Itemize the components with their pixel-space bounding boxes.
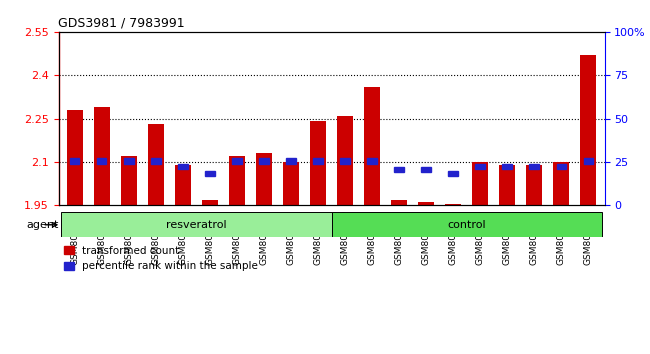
Bar	[175, 165, 191, 205]
Bar	[94, 107, 110, 205]
FancyBboxPatch shape	[332, 212, 602, 237]
Bar	[148, 124, 164, 205]
Bar	[337, 116, 353, 205]
Bar	[313, 159, 322, 164]
Bar	[151, 159, 161, 164]
Bar	[229, 156, 245, 205]
Bar	[499, 165, 515, 205]
Bar	[553, 162, 569, 205]
Bar	[391, 200, 407, 205]
Bar	[502, 164, 512, 169]
Bar	[367, 159, 377, 164]
Bar	[530, 164, 539, 169]
Bar	[364, 87, 380, 205]
Bar	[310, 121, 326, 205]
Bar	[70, 159, 79, 164]
Bar	[341, 159, 350, 164]
Bar	[97, 159, 107, 164]
Bar	[205, 171, 214, 176]
Bar	[584, 159, 593, 164]
Bar	[286, 159, 296, 164]
Bar	[448, 171, 458, 176]
Bar	[556, 164, 566, 169]
Bar	[256, 153, 272, 205]
Text: agent: agent	[26, 220, 58, 230]
Bar	[418, 202, 434, 205]
Bar	[283, 162, 299, 205]
Bar	[232, 159, 242, 164]
Bar	[259, 159, 268, 164]
Bar	[580, 55, 597, 205]
Text: control: control	[447, 220, 486, 230]
Bar	[178, 164, 188, 169]
Bar	[121, 156, 137, 205]
Text: resveratrol: resveratrol	[166, 220, 227, 230]
Bar	[202, 200, 218, 205]
Bar	[421, 167, 431, 172]
Text: GDS3981 / 7983991: GDS3981 / 7983991	[58, 16, 185, 29]
Bar	[445, 204, 462, 205]
FancyBboxPatch shape	[61, 212, 332, 237]
Bar	[526, 165, 542, 205]
Bar	[475, 164, 485, 169]
Bar	[472, 162, 488, 205]
Bar	[395, 167, 404, 172]
Bar	[66, 110, 83, 205]
Bar	[124, 159, 133, 164]
Legend: transformed count, percentile rank within the sample: transformed count, percentile rank withi…	[64, 246, 258, 271]
